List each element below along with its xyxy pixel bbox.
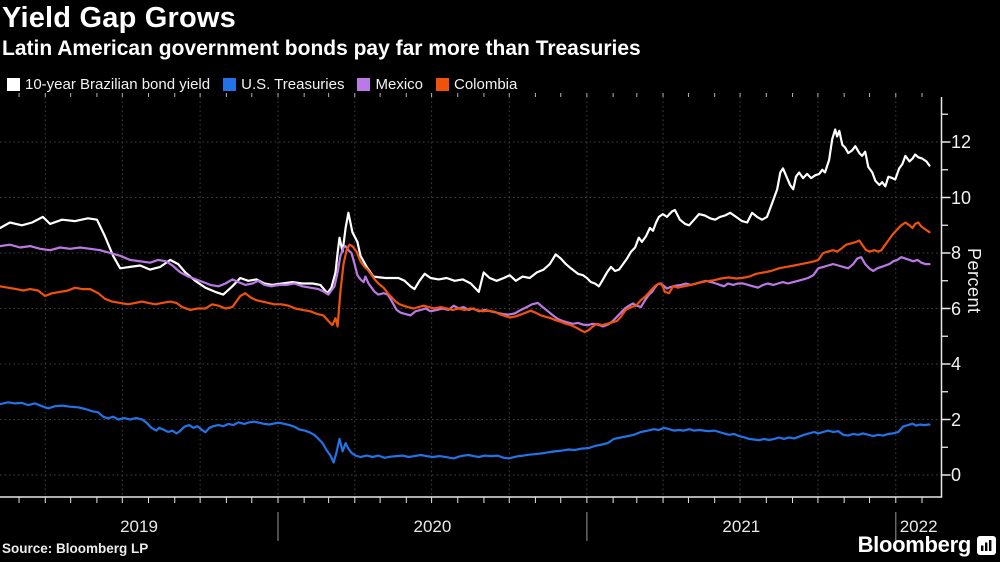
- y-tick-label: 6: [951, 298, 962, 319]
- series-line-u-s-treasuries: [0, 401, 931, 464]
- source-credit: Source: Bloomberg LP: [2, 541, 149, 556]
- y-tick-label: 8: [951, 243, 962, 263]
- bloomberg-branding: Bloomberg: [858, 532, 996, 558]
- series-line-mexico: [0, 243, 931, 328]
- legend-label-us-treasuries: U.S. Treasuries: [241, 76, 345, 93]
- y-axis-title: Percent: [964, 248, 984, 314]
- legend-swatch-mexico: [357, 78, 371, 91]
- page-subtitle: Latin American government bonds pay far …: [2, 37, 641, 60]
- year-label-2021: 2021: [722, 517, 761, 536]
- y-tick-label: 4: [951, 354, 962, 374]
- y-tick-label: 12: [951, 132, 972, 152]
- legend-label-colombia: Colombia: [454, 76, 518, 93]
- legend-swatch-brazil: [7, 78, 20, 91]
- y-tick-label: 2: [951, 409, 962, 430]
- bloomberg-wordmark: Bloomberg: [857, 532, 972, 557]
- series-line-colombia: [0, 221, 931, 334]
- year-label-2019: 2019: [120, 517, 158, 536]
- legend-item-brazil: 10-year Brazilian bond yield: [7, 76, 210, 93]
- bar-chart-icon: [977, 535, 996, 555]
- year-label-2022: 2022: [899, 517, 938, 536]
- legend-item-us-treasuries: U.S. Treasuries: [223, 76, 344, 93]
- y-tick-label: 10: [951, 187, 972, 208]
- year-label-2020: 2020: [413, 517, 452, 536]
- legend-label-brazil: 10-year Brazilian bond yield: [25, 76, 211, 93]
- page-title: Yield Gap Grows: [2, 2, 236, 34]
- legend-swatch-colombia: [436, 78, 449, 91]
- series-line-10-year-brazilian-bond-yield: [0, 128, 931, 296]
- legend: 10-year Brazilian bond yield U.S. Treasu…: [7, 76, 517, 93]
- legend-swatch-us-treasuries: [223, 78, 237, 91]
- legend-item-mexico: Mexico: [357, 76, 423, 93]
- legend-label-mexico: Mexico: [375, 76, 423, 93]
- legend-item-colombia: Colombia: [436, 76, 517, 93]
- y-tick-label: 0: [951, 465, 962, 485]
